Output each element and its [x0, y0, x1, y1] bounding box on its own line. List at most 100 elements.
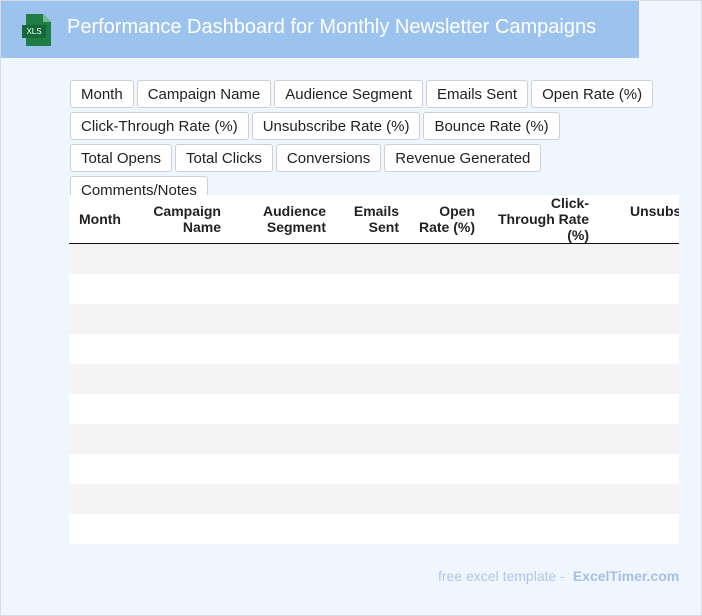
field-chip: Total Opens: [70, 144, 173, 172]
column-header: Unsubscribe Rate (%): [599, 195, 679, 244]
table-row: [69, 304, 679, 334]
table-cell: [231, 274, 336, 304]
field-chip: Campaign Name: [136, 80, 272, 108]
table-cell: [485, 454, 599, 484]
table-cell: [336, 424, 409, 454]
table-cell: [409, 454, 485, 484]
column-header: Open Rate (%): [409, 195, 485, 244]
data-table: Month Campaign Name Audience Segment Emails…: [69, 195, 679, 544]
table-cell: [69, 304, 131, 334]
table-cell: [599, 424, 679, 454]
table-cell: [336, 334, 409, 364]
table-cell: [485, 334, 599, 364]
field-chip: Conversions: [275, 144, 382, 172]
table-row: [69, 274, 679, 304]
column-header: Audience Segment: [231, 195, 336, 244]
header-bar: XLS Performance Dashboard for Monthly Ne…: [1, 1, 639, 58]
table-row: [69, 424, 679, 454]
table-cell: [131, 484, 231, 514]
table-cell: [599, 484, 679, 514]
table-cell: [336, 484, 409, 514]
table-row: [69, 394, 679, 424]
field-chip: Revenue Generated: [384, 144, 542, 172]
table-cell: [131, 394, 231, 424]
table-cell: [231, 514, 336, 544]
table-cell: [231, 364, 336, 394]
table-row: [69, 454, 679, 484]
table-cell: [409, 484, 485, 514]
table-cell: [231, 243, 336, 274]
table-cell: [131, 243, 231, 274]
table-cell: [69, 334, 131, 364]
column-header: Campaign Name: [131, 195, 231, 244]
field-chip: Bounce Rate (%): [423, 112, 560, 140]
table-cell: [485, 274, 599, 304]
field-chip: Month: [70, 80, 134, 108]
table-cell: [599, 394, 679, 424]
table-cell: [599, 243, 679, 274]
table-cell: [336, 514, 409, 544]
table-cell: [336, 454, 409, 484]
footer: free excel template - ExcelTimer.com: [438, 568, 679, 584]
table-row: [69, 364, 679, 394]
column-header: Month: [69, 195, 131, 244]
field-chip: Total Clicks: [175, 144, 273, 172]
table-cell: [131, 424, 231, 454]
table-cell: [69, 454, 131, 484]
table-cell: [599, 334, 679, 364]
table-row: [69, 334, 679, 364]
table-cell: [231, 454, 336, 484]
table-cell: [336, 274, 409, 304]
field-chip: Audience Segment: [274, 80, 424, 108]
table-cell: [336, 243, 409, 274]
table-cell: [69, 243, 131, 274]
table-cell: [409, 334, 485, 364]
footer-text: free excel template -: [438, 568, 565, 584]
field-chip: Unsubscribe Rate (%): [251, 112, 421, 140]
table-cell: [69, 394, 131, 424]
table-cell: [69, 484, 131, 514]
table-cell: [336, 364, 409, 394]
page-title: Performance Dashboard for Monthly Newsle…: [67, 16, 597, 38]
footer-brand: ExcelTimer.com: [572, 568, 680, 584]
table-cell: [69, 274, 131, 304]
field-chip: Click-Through Rate (%): [70, 112, 249, 140]
table-cell: [231, 334, 336, 364]
table-cell: [409, 243, 485, 274]
table-cell: [485, 484, 599, 514]
icon-label: XLS: [26, 27, 41, 36]
table-row: [69, 484, 679, 514]
table-cell: [409, 514, 485, 544]
table-cell: [485, 243, 599, 274]
table-cell: [485, 394, 599, 424]
table-cell: [409, 394, 485, 424]
table-cell: [231, 394, 336, 424]
table-cell: [336, 394, 409, 424]
table-cell: [131, 364, 231, 394]
table-cell: [599, 274, 679, 304]
field-chip: Emails Sent: [426, 80, 529, 108]
table-cell: [409, 364, 485, 394]
table-cell: [231, 304, 336, 334]
table-cell: [131, 304, 231, 334]
table-cell: [409, 304, 485, 334]
table-row: [69, 514, 679, 544]
table-cell: [485, 424, 599, 454]
column-header: Click-Through Rate (%): [485, 195, 599, 244]
table-cell: [336, 304, 409, 334]
table-cell: [485, 364, 599, 394]
table-cell: [599, 514, 679, 544]
table-cell: [485, 304, 599, 334]
table-cell: [131, 454, 231, 484]
table-header: Month Campaign Name Audience Segment Emails…: [69, 195, 679, 244]
table-container: Month Campaign Name Audience Segment Emails…: [69, 195, 679, 544]
table-cell: [69, 424, 131, 454]
table-cell: [409, 274, 485, 304]
xls-icon: XLS: [22, 14, 51, 46]
table-cell: [231, 484, 336, 514]
table-cell: [69, 364, 131, 394]
table-cell: [599, 454, 679, 484]
table-cell: [231, 424, 336, 454]
table-cell: [599, 304, 679, 334]
